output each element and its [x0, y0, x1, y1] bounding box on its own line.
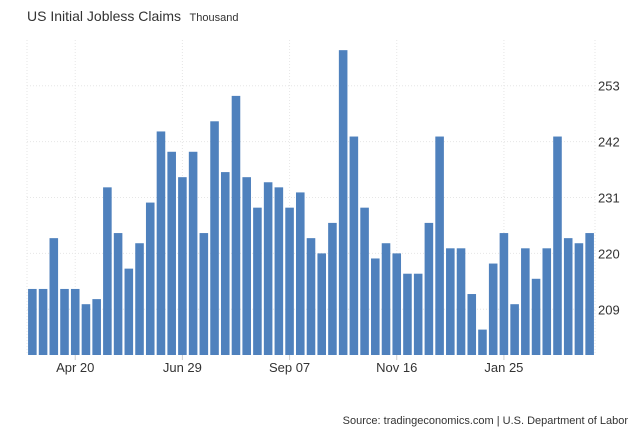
bar — [413, 273, 423, 355]
bar — [178, 177, 187, 355]
bar — [70, 288, 80, 355]
bar — [28, 288, 37, 355]
bar — [338, 50, 348, 356]
bar — [231, 95, 241, 356]
y-tick-label: 253 — [598, 79, 620, 94]
bar — [145, 202, 155, 355]
bar — [210, 121, 219, 356]
bar — [242, 177, 251, 355]
bar — [306, 238, 316, 355]
bar — [103, 187, 112, 355]
bar — [124, 268, 134, 355]
bar — [392, 253, 402, 355]
bar — [220, 172, 230, 355]
bar — [499, 233, 509, 355]
bar — [488, 263, 498, 355]
bar — [199, 233, 209, 355]
bar — [188, 151, 198, 355]
bar — [381, 243, 391, 355]
bar — [92, 299, 101, 355]
bar — [274, 187, 284, 355]
bar — [403, 273, 412, 355]
chart-title: US Initial Jobless Claims — [27, 8, 182, 24]
bar — [349, 136, 359, 355]
bar — [446, 248, 455, 355]
x-tick-label: Sep 07 — [269, 360, 310, 375]
x-tick-label: Nov 16 — [376, 360, 417, 375]
bar — [360, 207, 369, 355]
bar — [478, 329, 487, 355]
bar — [521, 248, 530, 355]
y-tick-label: 209 — [598, 302, 620, 317]
bar — [531, 278, 541, 355]
chart-title-block: US Initial Jobless Claims Thousand — [27, 8, 238, 26]
bar — [295, 192, 305, 355]
bar — [317, 253, 327, 355]
bar — [285, 207, 294, 355]
bar — [553, 136, 562, 355]
y-tick-label: 242 — [598, 135, 620, 150]
bar — [467, 294, 477, 355]
bar — [60, 288, 69, 355]
x-tick-label: Jan 25 — [484, 360, 523, 375]
bar — [113, 233, 123, 355]
y-tick-label: 220 — [598, 246, 620, 261]
bar — [542, 248, 552, 355]
bar — [49, 238, 59, 355]
bar — [167, 151, 176, 355]
source-note: Source: tradingeconomics.com | U.S. Depa… — [342, 415, 628, 427]
bar — [263, 182, 273, 355]
bar — [81, 304, 91, 355]
bar — [510, 304, 519, 355]
bar — [435, 136, 444, 355]
chart-unit: Thousand — [189, 12, 239, 24]
bar — [371, 258, 380, 355]
bar — [563, 238, 573, 355]
bar — [456, 248, 466, 355]
bar — [574, 243, 584, 355]
bar — [424, 222, 434, 355]
bar — [328, 222, 337, 355]
bar — [253, 207, 262, 355]
x-tick-label: Apr 20 — [56, 360, 94, 375]
bar — [585, 233, 594, 355]
bar — [156, 131, 166, 355]
y-tick-label: 231 — [598, 191, 620, 206]
bar — [135, 243, 144, 355]
bar — [38, 288, 48, 355]
x-tick-label: Jun 29 — [163, 360, 202, 375]
